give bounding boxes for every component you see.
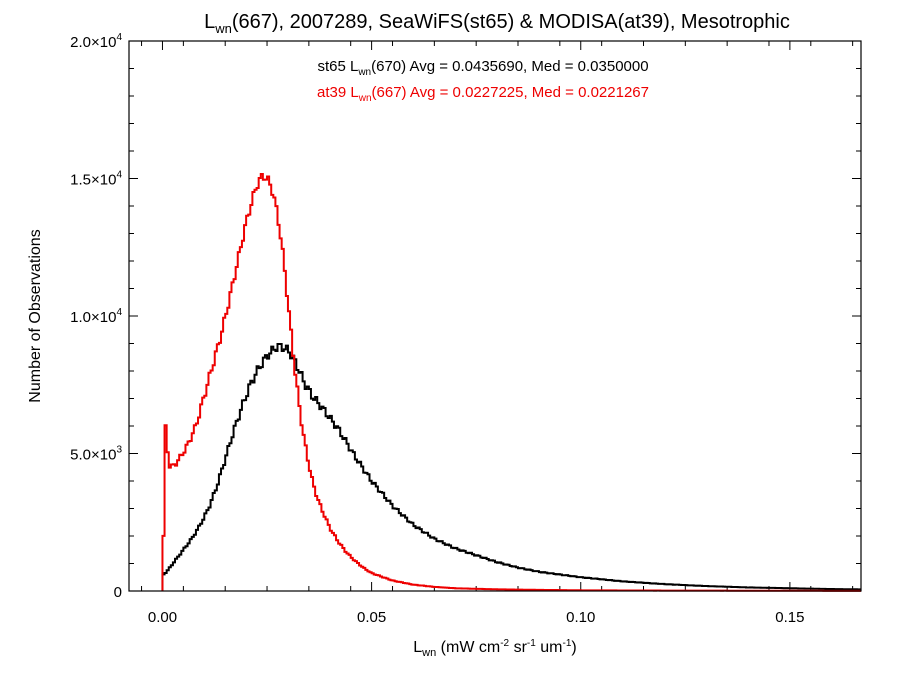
series-st65-line: [161, 342, 861, 591]
y-tick-label: 0: [114, 584, 122, 601]
annotation-st65-stats: st65 Lwn(670) Avg = 0.0435690, Med = 0.0…: [317, 58, 648, 78]
plot-frame: [128, 40, 862, 592]
x-tick-label: 0.10: [566, 609, 595, 626]
x-tick-label: 0.00: [148, 609, 177, 626]
y-tick-label: 5.0×103: [70, 445, 122, 464]
y-tick-label: 1.0×104: [70, 307, 122, 326]
x-axis-label: Lwn (mW cm-2 sr-1 um-1): [413, 638, 576, 659]
annotation-at39-stats: at39 Lwn(667) Avg = 0.0227225, Med = 0.0…: [317, 84, 649, 104]
y-axis-label: Number of Observations: [27, 229, 44, 402]
x-tick-label: 0.15: [775, 609, 804, 626]
y-tick-label: 1.5×104: [70, 170, 122, 189]
chart-title: Lwn(667), 2007289, SeaWiFS(st65) & MODIS…: [204, 11, 790, 36]
y-tick-label: 2.0×104: [70, 32, 122, 51]
x-tick-label: 0.05: [357, 609, 386, 626]
